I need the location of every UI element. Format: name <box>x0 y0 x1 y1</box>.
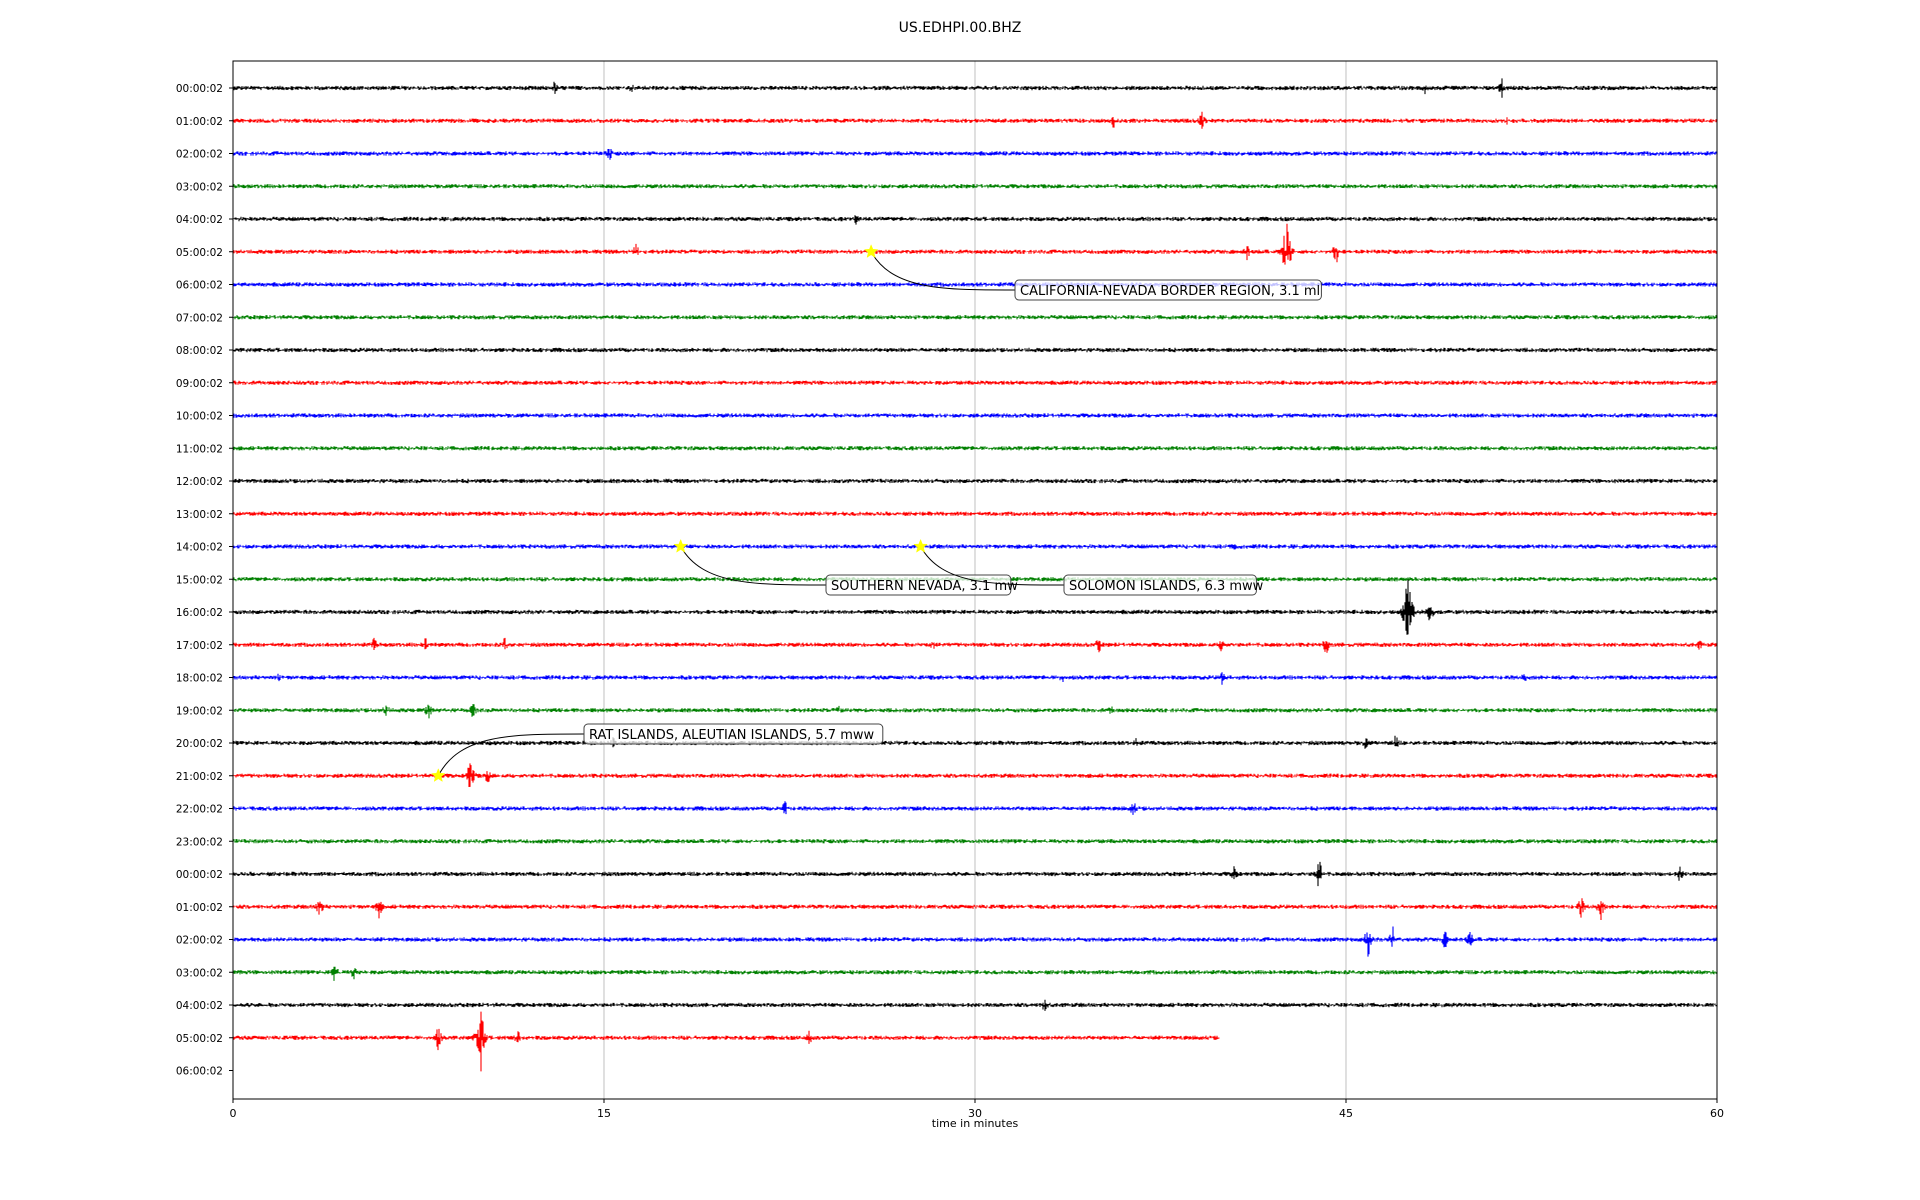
annotation-connector <box>437 733 585 776</box>
chart-title: US.EDHPI.00.BHZ <box>898 20 1022 36</box>
row-time-label: 20:00:02 <box>176 738 223 750</box>
row-time-label: 21:00:02 <box>176 771 223 783</box>
row-time-label: 01:00:02 <box>176 902 223 914</box>
row-time-label: 11:00:02 <box>176 443 223 455</box>
row-time-label: 01:00:02 <box>176 116 223 128</box>
row-time-label: 05:00:02 <box>176 247 223 259</box>
row-time-label: 10:00:02 <box>176 411 223 423</box>
event-star-marker <box>430 768 446 782</box>
x-tick-label: 0 <box>230 1107 237 1120</box>
event-label: SOUTHERN NEVADA, 3.1 mw <box>831 579 1018 594</box>
x-tick-label: 45 <box>1339 1107 1353 1120</box>
row-time-label: 02:00:02 <box>176 149 223 161</box>
row-time-label: 00:00:02 <box>176 869 223 881</box>
annotation-connector <box>920 546 1065 586</box>
row-time-label: 08:00:02 <box>176 345 223 357</box>
event-star-marker <box>863 244 879 258</box>
row-time-label: 16:00:02 <box>176 607 223 619</box>
seismic-trace <box>232 315 1718 320</box>
seismic-trace <box>232 1011 1220 1072</box>
row-time-label: 22:00:02 <box>176 804 223 816</box>
event-label-box <box>1014 279 1322 301</box>
row-time-label: 14:00:02 <box>176 542 223 554</box>
row-time-label: 18:00:02 <box>176 673 223 685</box>
event-label-box <box>825 574 1012 596</box>
row-time-label: 17:00:02 <box>176 640 223 652</box>
row-time-label: 06:00:02 <box>176 280 223 292</box>
row-time-label: 07:00:02 <box>176 312 223 324</box>
x-tick-label: 60 <box>1710 1107 1724 1120</box>
row-time-label: 04:00:02 <box>176 214 223 226</box>
row-time-label: 19:00:02 <box>176 705 223 717</box>
row-time-label: 02:00:02 <box>176 935 223 947</box>
row-time-label: 23:00:02 <box>176 836 223 848</box>
event-label: RAT ISLANDS, ALEUTIAN ISLANDS, 5.7 mww <box>589 728 874 743</box>
axis-layer: 00:00:02 01:00:02 02:00:02 03:00:02 04:00:02… <box>176 60 1724 1120</box>
annotation-connector <box>870 251 1016 291</box>
row-time-label: 04:00:02 <box>176 1000 223 1012</box>
annotation-connector <box>680 546 827 586</box>
x-tick-label: 30 <box>968 1107 982 1120</box>
event-label-box <box>1063 574 1257 596</box>
event-star-marker <box>673 538 688 553</box>
row-time-label: 05:00:02 <box>176 1033 223 1045</box>
row-time-label: 15:00:02 <box>176 574 223 586</box>
row-time-label: 13:00:02 <box>176 509 223 521</box>
x-axis-label: time in minutes <box>932 1117 1019 1130</box>
event-label-box <box>583 723 884 745</box>
x-tick-label: 15 <box>597 1107 611 1120</box>
row-time-label: 09:00:02 <box>176 378 223 390</box>
event-label: CALIFORNIA-NEVADA BORDER REGION, 3.1 ml <box>1020 284 1320 299</box>
row-time-label: 00:00:02 <box>176 83 223 95</box>
row-time-label: 06:00:02 <box>176 1066 223 1078</box>
row-time-label: 12:00:02 <box>176 476 223 488</box>
row-time-label: 03:00:02 <box>176 181 223 193</box>
event-star-marker <box>913 538 928 553</box>
row-time-label: 03:00:02 <box>176 967 223 979</box>
event-label: SOLOMON ISLANDS, 6.3 mww <box>1069 579 1264 594</box>
annotation-layer: CALIFORNIA-NEVADA BORDER REGION, 3.1 ml S… <box>430 244 1322 782</box>
